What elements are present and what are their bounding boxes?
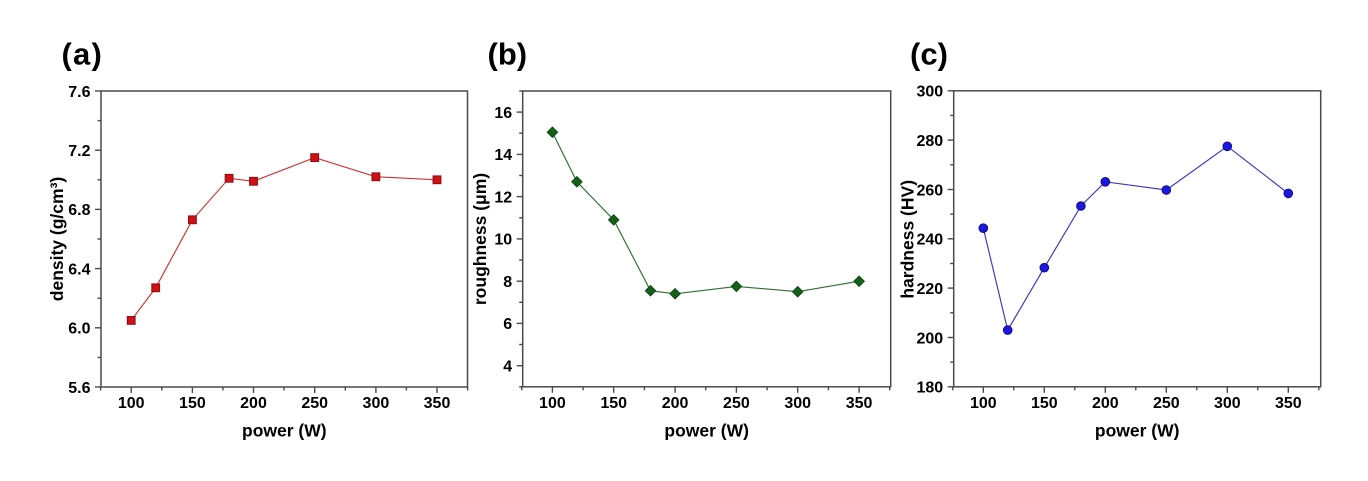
svg-text:(a): (a) (62, 37, 104, 72)
svg-text:240: 240 (916, 232, 943, 249)
svg-text:200: 200 (240, 395, 267, 412)
svg-text:6.4: 6.4 (68, 261, 90, 278)
svg-text:6: 6 (503, 316, 512, 333)
svg-text:hardness (HV): hardness (HV) (898, 180, 918, 299)
svg-text:100: 100 (539, 395, 566, 412)
svg-text:100: 100 (970, 395, 997, 412)
svg-text:180: 180 (916, 380, 943, 397)
svg-text:7.2: 7.2 (68, 143, 90, 160)
svg-text:300: 300 (784, 395, 811, 412)
svg-text:150: 150 (179, 395, 206, 412)
svg-text:300: 300 (363, 395, 390, 412)
svg-text:300: 300 (916, 84, 943, 101)
svg-text:200: 200 (662, 395, 689, 412)
svg-text:7.6: 7.6 (68, 84, 90, 101)
svg-text:150: 150 (600, 395, 627, 412)
svg-text:260: 260 (916, 182, 943, 199)
svg-text:(c): (c) (910, 37, 948, 72)
svg-text:5.6: 5.6 (68, 380, 90, 397)
svg-text:350: 350 (846, 395, 873, 412)
svg-text:280: 280 (916, 133, 943, 150)
svg-text:14: 14 (494, 147, 512, 164)
svg-text:6.0: 6.0 (68, 321, 90, 338)
svg-text:250: 250 (1153, 395, 1180, 412)
svg-text:350: 350 (424, 395, 451, 412)
svg-text:250: 250 (723, 395, 750, 412)
svg-text:300: 300 (1214, 395, 1241, 412)
svg-text:(b): (b) (488, 37, 528, 72)
svg-text:220: 220 (916, 281, 943, 298)
svg-text:10: 10 (494, 232, 512, 249)
svg-text:200: 200 (1092, 395, 1119, 412)
svg-text:6.8: 6.8 (68, 202, 90, 219)
svg-text:roughness (μm): roughness (μm) (470, 173, 490, 305)
svg-text:12: 12 (494, 189, 512, 206)
svg-text:250: 250 (301, 395, 328, 412)
svg-text:200: 200 (916, 330, 943, 347)
svg-text:150: 150 (1031, 395, 1058, 412)
svg-text:350: 350 (1275, 395, 1302, 412)
svg-text:100: 100 (118, 395, 145, 412)
svg-text:4: 4 (503, 359, 512, 376)
svg-text:density (g/cm³): density (g/cm³) (47, 177, 67, 301)
svg-text:16: 16 (494, 105, 512, 122)
svg-text:power (W): power (W) (242, 421, 327, 441)
svg-text:power (W): power (W) (664, 421, 749, 441)
svg-text:power (W): power (W) (1095, 421, 1180, 441)
svg-text:8: 8 (503, 274, 512, 291)
